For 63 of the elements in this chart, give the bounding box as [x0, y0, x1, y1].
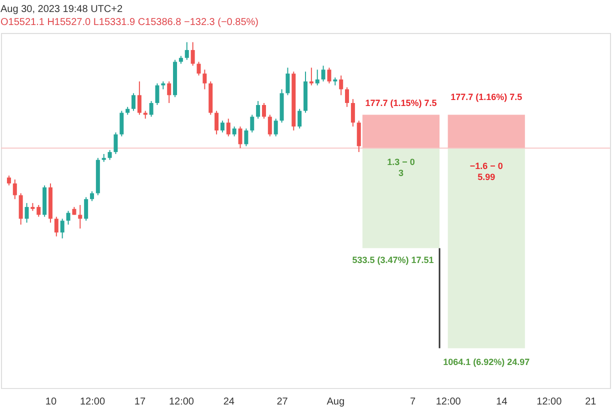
- candlestick: [268, 114, 272, 137]
- candlestick: [54, 216, 58, 237]
- x-tick-label: 12:00: [168, 396, 194, 408]
- candlestick: [167, 80, 172, 104]
- candlestick: [286, 67, 290, 96]
- chart-title: Aug 30, 2023 19:48 UTC+2: [0, 4, 123, 15]
- candlestick: [315, 69, 320, 86]
- candlestick: [327, 67, 332, 84]
- candlestick: [339, 75, 344, 96]
- candlestick: [262, 102, 266, 120]
- x-tick-label: 17: [134, 396, 146, 408]
- candlestick: [66, 210, 70, 226]
- candlestick: [108, 150, 112, 160]
- annotation: 533.5 (3.47%) 17.51: [352, 255, 434, 266]
- chart-subtitle: O15521.1 H15527.0 L15331.9 C15386.8 −132.3 (−0.85%): [0, 17, 258, 28]
- x-tick-label: 24: [223, 396, 235, 408]
- candlestick: [120, 110, 124, 137]
- x-tick-label: 21: [585, 396, 597, 408]
- candlestick: [149, 100, 154, 118]
- x-tick-label: 14: [496, 396, 508, 408]
- candlestick: [298, 108, 302, 129]
- candlestick: [137, 80, 142, 116]
- candlestick: [356, 120, 361, 153]
- x-tick-label: 12:00: [536, 396, 562, 408]
- candlestick: [132, 92, 136, 112]
- candlestick: [12, 179, 17, 200]
- candlestick: [226, 118, 230, 137]
- x-tick-label: 7: [410, 396, 416, 408]
- candlestick: [190, 42, 195, 66]
- x-tick-label: 12:00: [436, 396, 462, 408]
- annotation: 1.3 − 0 3: [387, 157, 415, 178]
- annotation: 1064.1 (6.92%) 24.97: [443, 357, 530, 368]
- x-tick-label: 27: [276, 396, 288, 408]
- candlestick: [345, 86, 350, 108]
- candlestick: [232, 126, 236, 137]
- candlestick: [244, 128, 248, 147]
- candlestick: [256, 100, 260, 120]
- candlestick: [196, 61, 201, 76]
- annotation: 177.7 (1.15%) 7.5: [365, 98, 437, 108]
- candlestick: [90, 190, 94, 202]
- candlestick: [214, 110, 219, 135]
- candlestick: [220, 120, 224, 133]
- candlestick: [350, 98, 355, 128]
- candlestick: [184, 42, 189, 60]
- candlestick: [155, 82, 160, 106]
- candlestick: [250, 114, 254, 133]
- candlestick: [321, 65, 326, 82]
- candlestick: [202, 69, 207, 90]
- candlestick: [309, 67, 314, 86]
- candlestick: [274, 118, 278, 137]
- annotation: −1.6 − 0 5.99: [470, 161, 503, 182]
- candlestick: [36, 204, 41, 218]
- candlestick: [6, 175, 11, 186]
- candlestick: [114, 132, 118, 154]
- x-tick-label: 10: [45, 396, 57, 408]
- annotation: 177.7 (1.16%) 7.5: [450, 92, 522, 102]
- candlestick: [84, 196, 88, 222]
- candlestick: [24, 202, 29, 224]
- x-tick-label: Aug: [326, 396, 345, 408]
- candlestick: [18, 192, 23, 226]
- candlestick: [60, 218, 64, 239]
- x-tick-label: 12:00: [80, 396, 106, 408]
- candlestick: [238, 126, 242, 149]
